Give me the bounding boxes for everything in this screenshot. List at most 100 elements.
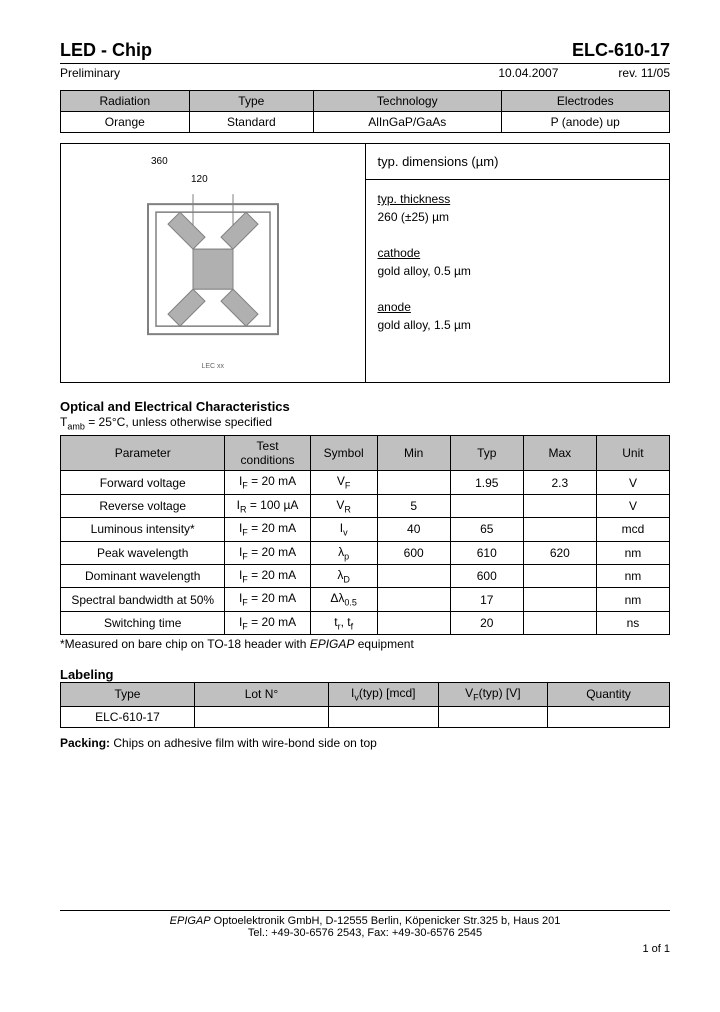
- sym-cell: VR: [310, 494, 377, 517]
- table-row: Dominant wavelengthIF = 20 mAλD600nm: [61, 564, 670, 587]
- footer: EPIGAP Optoelektronik GmbH, D-12555 Berl…: [60, 910, 670, 939]
- packing-line: Packing: Chips on adhesive film with wir…: [60, 736, 670, 750]
- max-cell: [523, 518, 596, 541]
- characteristics-table: Parameter Test conditions Symbol Min Typ…: [60, 435, 670, 635]
- min-cell: 40: [377, 518, 450, 541]
- typ-cell: 600: [450, 564, 523, 587]
- char-hdr-4: Typ: [450, 436, 523, 471]
- lbl-hdr-0: Type: [61, 683, 195, 706]
- lbl-hdr-3: VF(typ) [V]: [438, 683, 548, 706]
- char-hdr-3: Min: [377, 436, 450, 471]
- unit-cell: V: [596, 494, 669, 517]
- char-hdr-6: Unit: [596, 436, 669, 471]
- table-row: Forward voltageIF = 20 mAVF1.952.3V: [61, 471, 670, 494]
- max-cell: [523, 494, 596, 517]
- char-hdr-2: Symbol: [310, 436, 377, 471]
- lbl-qty: [548, 706, 670, 727]
- dimensions-body: typ. thickness 260 (±25) µm cathode gold…: [366, 180, 670, 344]
- typ-cell: 17: [450, 588, 523, 611]
- max-cell: 2.3: [523, 471, 596, 494]
- diagram-caption: LEC xx: [201, 363, 224, 370]
- cathode-value: gold alloy, 0.5 µm: [378, 264, 471, 278]
- status-text: Preliminary: [60, 66, 498, 80]
- cathode-label: cathode: [378, 246, 421, 260]
- cond-cell: IF = 20 mA: [225, 611, 310, 634]
- labeling-table: Type Lot N° Iv(typ) [mcd] VF(typ) [V] Qu…: [60, 682, 670, 727]
- table-row: Reverse voltageIR = 100 µAVR5 V: [61, 494, 670, 517]
- char-header-row: Parameter Test conditions Symbol Min Typ…: [61, 436, 670, 471]
- thickness-value: 260 (±25) µm: [378, 210, 450, 224]
- class-hdr-3: Electrodes: [501, 91, 669, 112]
- param-cell: Spectral bandwidth at 50%: [61, 588, 225, 611]
- unit-cell: nm: [596, 541, 669, 564]
- param-cell: Switching time: [61, 611, 225, 634]
- min-cell: [377, 588, 450, 611]
- class-hdr-0: Radiation: [61, 91, 190, 112]
- max-cell: [523, 564, 596, 587]
- table-row: Spectral bandwidth at 50%IF = 20 mAΔλ0.5…: [61, 588, 670, 611]
- classification-table: Radiation Type Technology Electrodes Ora…: [60, 90, 670, 133]
- cond-cell: IF = 20 mA: [225, 518, 310, 541]
- typ-cell: 1.95: [450, 471, 523, 494]
- min-cell: 5: [377, 494, 450, 517]
- table-row: Switching timeIF = 20 mAtr, tf 20 ns: [61, 611, 670, 634]
- unit-cell: V: [596, 471, 669, 494]
- lbl-iv: [328, 706, 438, 727]
- cond-cell: IF = 20 mA: [225, 588, 310, 611]
- dimensions-title: typ. dimensions (µm): [366, 144, 670, 180]
- typ-cell: [450, 494, 523, 517]
- footer-line1: EPIGAP Optoelektronik GmbH, D-12555 Berl…: [60, 910, 670, 927]
- class-hdr-2: Technology: [313, 91, 501, 112]
- param-cell: Forward voltage: [61, 471, 225, 494]
- sym-cell: λp: [310, 541, 377, 564]
- class-val-2: AlInGaP/GaAs: [313, 112, 501, 133]
- unit-cell: ns: [596, 611, 669, 634]
- min-cell: [377, 611, 450, 634]
- class-val-3: P (anode) up: [501, 112, 669, 133]
- characteristics-note: Tamb = 25°C, unless otherwise specified: [60, 415, 670, 431]
- typ-cell: 610: [450, 541, 523, 564]
- char-hdr-5: Max: [523, 436, 596, 471]
- param-cell: Dominant wavelength: [61, 564, 225, 587]
- chip-diagram: [138, 194, 288, 347]
- class-val-0: Orange: [61, 112, 190, 133]
- characteristics-title: Optical and Electrical Characteristics: [60, 399, 670, 414]
- cond-cell: IF = 20 mA: [225, 564, 310, 587]
- sym-cell: tr, tf: [310, 611, 377, 634]
- labeling-title: Labeling: [60, 667, 670, 682]
- header-row: LED - Chip ELC-610-17: [60, 40, 670, 64]
- param-cell: Luminous intensity*: [61, 518, 225, 541]
- param-cell: Reverse voltage: [61, 494, 225, 517]
- rev-text: rev. 11/05: [618, 66, 670, 80]
- footer-line2: Tel.: +49-30-6576 2543, Fax: +49-30-6576…: [60, 927, 670, 939]
- dimensions-panel: typ. dimensions (µm) typ. thickness 260 …: [366, 144, 670, 382]
- sym-cell: VF: [310, 471, 377, 494]
- table-row: Luminous intensity*IF = 20 mAIv4065mcd: [61, 518, 670, 541]
- lbl-type: ELC-610-17: [61, 706, 195, 727]
- dimension-120: 120: [191, 174, 208, 185]
- title-left: LED - Chip: [60, 40, 152, 61]
- char-hdr-0: Parameter: [61, 436, 225, 471]
- chip-svg: [138, 194, 288, 344]
- thickness-label: typ. thickness: [378, 192, 451, 206]
- unit-cell: mcd: [596, 518, 669, 541]
- unit-cell: nm: [596, 564, 669, 587]
- typ-cell: 20: [450, 611, 523, 634]
- class-hdr-1: Type: [189, 91, 313, 112]
- sym-cell: Δλ0.5: [310, 588, 377, 611]
- unit-cell: nm: [596, 588, 669, 611]
- max-cell: [523, 588, 596, 611]
- packing-text: Chips on adhesive film with wire-bond si…: [113, 736, 376, 750]
- max-cell: 620: [523, 541, 596, 564]
- sym-cell: Iv: [310, 518, 377, 541]
- param-cell: Peak wavelength: [61, 541, 225, 564]
- spec-box: 360 120: [60, 143, 670, 383]
- title-right: ELC-610-17: [572, 40, 670, 61]
- page-number: 1 of 1: [60, 943, 670, 955]
- max-cell: [523, 611, 596, 634]
- cond-cell: IR = 100 µA: [225, 494, 310, 517]
- page: LED - Chip ELC-610-17 Preliminary 10.04.…: [0, 0, 720, 975]
- sub-header: Preliminary 10.04.2007 rev. 11/05: [60, 66, 670, 80]
- lbl-vf: [438, 706, 548, 727]
- lbl-lot: [194, 706, 328, 727]
